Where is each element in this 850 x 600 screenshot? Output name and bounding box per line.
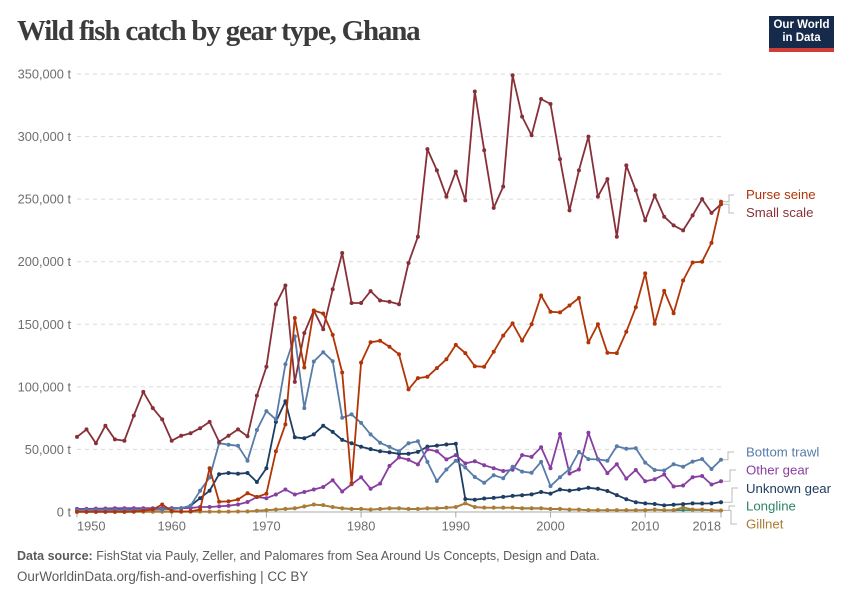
svg-text:250,000 t: 250,000 t bbox=[18, 192, 72, 207]
svg-text:Unknown gear: Unknown gear bbox=[746, 481, 832, 496]
svg-text:0 t: 0 t bbox=[57, 505, 72, 520]
svg-text:50,000 t: 50,000 t bbox=[25, 442, 72, 457]
svg-text:1960: 1960 bbox=[157, 519, 185, 534]
svg-text:Longline: Longline bbox=[746, 499, 796, 514]
svg-text:1970: 1970 bbox=[252, 519, 280, 534]
svg-text:2000: 2000 bbox=[536, 519, 564, 534]
svg-text:150,000 t: 150,000 t bbox=[18, 317, 72, 332]
svg-text:300,000 t: 300,000 t bbox=[18, 129, 72, 144]
svg-text:100,000 t: 100,000 t bbox=[18, 379, 72, 394]
svg-text:2018: 2018 bbox=[693, 519, 721, 534]
svg-text:1950: 1950 bbox=[77, 519, 105, 534]
svg-text:Purse seine: Purse seine bbox=[746, 187, 816, 202]
svg-text:1980: 1980 bbox=[347, 519, 375, 534]
svg-text:1990: 1990 bbox=[442, 519, 470, 534]
svg-text:Other gear: Other gear bbox=[746, 463, 810, 478]
svg-text:350,000 t: 350,000 t bbox=[18, 67, 72, 82]
svg-text:2010: 2010 bbox=[631, 519, 659, 534]
svg-text:Gillnet: Gillnet bbox=[746, 517, 784, 532]
svg-text:200,000 t: 200,000 t bbox=[18, 254, 72, 269]
svg-text:Small scale: Small scale bbox=[746, 205, 813, 220]
svg-text:Bottom trawl: Bottom trawl bbox=[746, 445, 819, 460]
